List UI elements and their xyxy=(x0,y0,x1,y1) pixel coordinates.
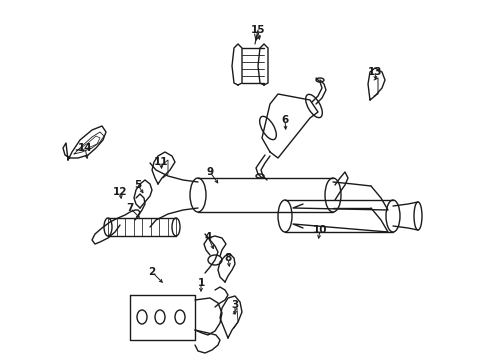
Text: 8: 8 xyxy=(224,253,232,263)
Text: 13: 13 xyxy=(368,67,382,77)
Text: 15: 15 xyxy=(251,25,265,35)
Text: 5: 5 xyxy=(134,180,142,190)
Text: 9: 9 xyxy=(206,167,214,177)
Text: 11: 11 xyxy=(154,157,168,167)
Text: 14: 14 xyxy=(78,143,92,153)
Text: 2: 2 xyxy=(148,267,156,277)
Text: 1: 1 xyxy=(197,278,205,288)
Text: 12: 12 xyxy=(113,187,127,197)
Text: 6: 6 xyxy=(281,115,289,125)
Text: 4: 4 xyxy=(204,232,212,242)
Text: 10: 10 xyxy=(313,225,327,235)
Text: 3: 3 xyxy=(231,300,239,310)
Text: 7: 7 xyxy=(126,203,134,213)
